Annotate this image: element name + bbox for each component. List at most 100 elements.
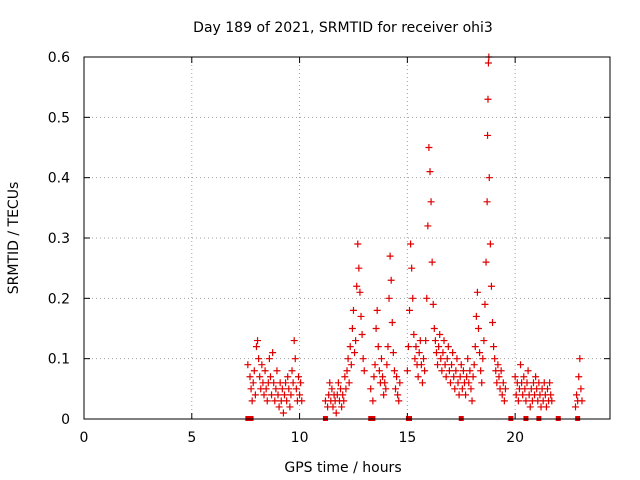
- data-point: [456, 373, 464, 381]
- x-tick-label: 15: [398, 430, 416, 446]
- data-point: [275, 403, 283, 411]
- data-point: [345, 379, 353, 387]
- data-point: [429, 300, 437, 308]
- data-point: [437, 355, 445, 363]
- x-tick-label: 0: [80, 430, 89, 446]
- data-point: [339, 391, 347, 399]
- data-point: [244, 361, 252, 369]
- data-point: [451, 385, 459, 393]
- data-point: [338, 403, 346, 411]
- data-point: [521, 385, 529, 393]
- data-point: [290, 337, 298, 345]
- data-point: [392, 385, 400, 393]
- data-point: [369, 397, 377, 405]
- data-point: [377, 355, 385, 363]
- data-point: [352, 337, 360, 345]
- data-point: [446, 379, 454, 387]
- data-point: [466, 367, 474, 375]
- data-point: [263, 397, 271, 405]
- data-point: [476, 349, 484, 357]
- data-point: [404, 343, 412, 351]
- data-point: [427, 198, 435, 206]
- data-point: [576, 355, 584, 363]
- data-point: [389, 349, 397, 357]
- data-point: [393, 373, 401, 381]
- data-point: [394, 391, 402, 399]
- plot-frame: [83, 56, 611, 420]
- data-point: [520, 373, 528, 381]
- data-point: [385, 294, 393, 302]
- y-tick-label: 0.6: [48, 50, 70, 66]
- data-point: [490, 343, 498, 351]
- data-point: [475, 325, 482, 332]
- data-point: [349, 306, 357, 314]
- data-point: [261, 367, 269, 375]
- data-point: [406, 306, 414, 314]
- data-point: [381, 379, 389, 387]
- data-point: [396, 379, 404, 387]
- data-point: [469, 373, 477, 381]
- data-point: [254, 337, 262, 345]
- data-point: [250, 367, 258, 375]
- data-point: [387, 276, 395, 284]
- data-point: [523, 379, 531, 387]
- data-point: [436, 331, 444, 339]
- data-point: [468, 397, 476, 405]
- data-point: [347, 361, 355, 369]
- data-point: [459, 367, 467, 375]
- data-point: [332, 409, 340, 417]
- data-point: [294, 373, 302, 381]
- data-point: [383, 361, 391, 369]
- data-point: [487, 282, 495, 290]
- data-point: [572, 403, 580, 411]
- data-point: [514, 397, 522, 405]
- data-point: [548, 397, 556, 405]
- data-point: [269, 349, 277, 357]
- data-point: [471, 343, 479, 351]
- data-point: [268, 391, 276, 399]
- data-point: [280, 391, 288, 399]
- data-point: [532, 373, 540, 381]
- data-point: [482, 258, 490, 266]
- data-point: [256, 373, 264, 381]
- data-point: [354, 240, 362, 248]
- data-point: [478, 379, 486, 387]
- y-tick-label: 0.1: [48, 352, 70, 368]
- data-point: [356, 288, 364, 296]
- data-point: [296, 391, 304, 399]
- data-point: [524, 367, 532, 375]
- data-point: [445, 367, 453, 375]
- data-point: [346, 343, 354, 351]
- data-point: [279, 409, 287, 417]
- data-point: [493, 379, 501, 387]
- data-point: [380, 391, 388, 399]
- data-point: [375, 367, 383, 375]
- data-point: [258, 361, 266, 369]
- x-axis-ticks: 0 5 10 15 20: [80, 57, 524, 446]
- data-point: [417, 361, 425, 369]
- data-point: [481, 300, 489, 308]
- data-point: [415, 349, 423, 357]
- data-point: [498, 391, 506, 399]
- data-point: [484, 131, 492, 139]
- data-point: [359, 355, 367, 363]
- data-point: [298, 397, 306, 405]
- data-point: [578, 397, 586, 405]
- data-point: [497, 367, 505, 375]
- data-point: [465, 379, 473, 387]
- data-point: [499, 379, 507, 387]
- data-point: [450, 373, 458, 381]
- data-point: [443, 355, 451, 363]
- data-point: [248, 397, 256, 405]
- data-point: [273, 367, 281, 375]
- data-point: [371, 361, 379, 369]
- y-tick-label: 0.5: [48, 110, 70, 126]
- data-point: [278, 385, 286, 393]
- data-point: [511, 373, 519, 381]
- data-point: [495, 373, 503, 381]
- data-point: [282, 379, 290, 387]
- data-point: [283, 397, 291, 405]
- x-tick-label: 20: [506, 430, 524, 446]
- data-point: [500, 397, 508, 405]
